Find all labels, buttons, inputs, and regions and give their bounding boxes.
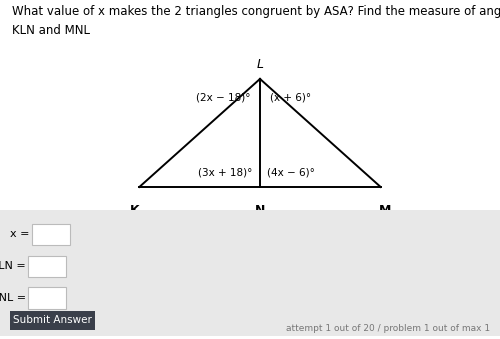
Text: M: M (380, 204, 392, 217)
Text: What value of x makes the 2 triangles congruent by ASA? Find the measure of angl: What value of x makes the 2 triangles co… (12, 5, 500, 18)
Text: (2x − 18)°: (2x − 18)° (196, 92, 250, 102)
Text: x =: x = (10, 229, 30, 239)
Text: (4x − 6)°: (4x − 6)° (267, 167, 315, 177)
Text: KLN and MNL: KLN and MNL (12, 24, 90, 37)
Bar (10, 311, 95, 330)
Text: L: L (256, 58, 264, 71)
Text: (3x + 18)°: (3x + 18)° (198, 167, 253, 177)
Bar (32, 224, 70, 245)
Text: KLN =: KLN = (0, 261, 26, 271)
Text: MNL =: MNL = (0, 293, 26, 303)
Text: K: K (130, 204, 140, 217)
Bar (28, 256, 66, 277)
Text: attempt 1 out of 20 / problem 1 out of max 1: attempt 1 out of 20 / problem 1 out of m… (286, 324, 490, 333)
Text: Submit Answer: Submit Answer (13, 315, 92, 325)
Text: N: N (255, 204, 265, 217)
Bar (28, 287, 66, 308)
Text: (x + 6)°: (x + 6)° (270, 92, 311, 102)
